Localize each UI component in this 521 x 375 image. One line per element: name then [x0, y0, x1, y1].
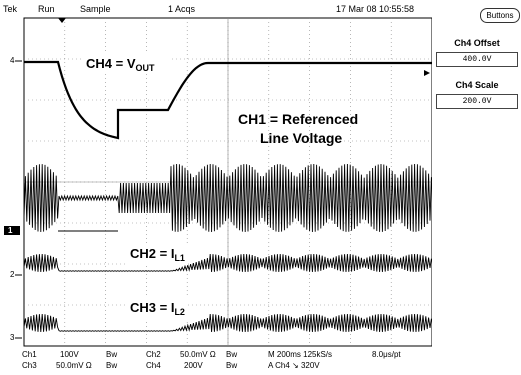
- ch1-bw: Bw: [106, 350, 118, 359]
- acquisition-count: 1 Acqs: [168, 4, 196, 14]
- ch4-scale-value[interactable]: 200.0V: [436, 94, 518, 109]
- trigger-setting: A Ch4 ↘ 320V: [268, 361, 320, 370]
- scope-display: 4 1 2 3 CH4 = VOUT CH1 = Referenced Line…: [4, 17, 432, 347]
- ch3-annotation: CH3 = IL2: [130, 300, 185, 317]
- ch1-trace: [24, 163, 432, 233]
- ch4-trace: [24, 60, 432, 140]
- ch4-offset-value[interactable]: 400.0V: [436, 52, 518, 67]
- ch2-scale: 50.0mV Ω: [180, 350, 216, 359]
- ch3-scale: 50.0mV Ω: [56, 361, 92, 370]
- ch2-annotation-bg: [128, 243, 188, 265]
- ch1-marker: 1: [8, 226, 13, 235]
- ch2-annotation: CH2 = IL1: [130, 246, 185, 263]
- ch1-name: Ch1: [22, 350, 37, 359]
- ch2-marker: 2: [10, 270, 15, 279]
- ch4-offset-label: Ch4 Offset: [454, 38, 500, 48]
- ch2-name: Ch2: [146, 350, 161, 359]
- acquisition-mode: Sample: [80, 4, 111, 14]
- ch4-scale-panel: Ch4 Scale 200.0V: [436, 80, 518, 109]
- ch4-annotation: CH4 = VOUT: [86, 56, 155, 73]
- sample-interval: 8.0μs/pt: [372, 350, 401, 359]
- ch3-annotation-bg: [128, 297, 188, 319]
- date-time: 17 Mar 08 10:55:58: [336, 4, 415, 14]
- ch2-trace: [24, 253, 432, 273]
- brand-label: Tek: [3, 4, 18, 14]
- ch1-scale: 100V: [60, 350, 79, 359]
- trigger-level-icon: [424, 70, 430, 76]
- ch3-name: Ch3: [22, 361, 37, 370]
- ch4-bw: Bw: [226, 361, 238, 370]
- run-state: Run: [38, 4, 55, 14]
- ch4-marker: 4: [10, 56, 15, 65]
- top-status-bar: Tek Run Sample 1 Acqs 17 Mar 08 10:55:58: [0, 0, 521, 18]
- ch1-annotation-line2: Line Voltage: [260, 130, 342, 146]
- channel-status-bar: Ch1 100V Bw Ch3 50.0mV Ω Bw Ch2 50.0mV Ω…: [0, 348, 432, 375]
- ch1-marker-box: [4, 226, 20, 235]
- timebase: M 200ms 125kS/s: [268, 350, 333, 359]
- ch4-offset-panel: Ch4 Offset 400.0V: [436, 38, 518, 67]
- ch4-annotation-bg: [84, 53, 170, 73]
- ch3-bw: Bw: [106, 361, 118, 370]
- ch4-scale-label: Ch4 Scale: [455, 80, 499, 90]
- ch4-name: Ch4: [146, 361, 161, 370]
- ch4-scale: 200V: [184, 361, 203, 370]
- ch3-marker: 3: [10, 333, 15, 342]
- ch3-trace: [24, 313, 432, 333]
- ch2-bw: Bw: [226, 350, 238, 359]
- trigger-position-icon: [58, 18, 66, 23]
- buttons-button[interactable]: Buttons: [480, 8, 520, 23]
- ch1-annotation-line1: CH1 = Referenced: [238, 111, 358, 127]
